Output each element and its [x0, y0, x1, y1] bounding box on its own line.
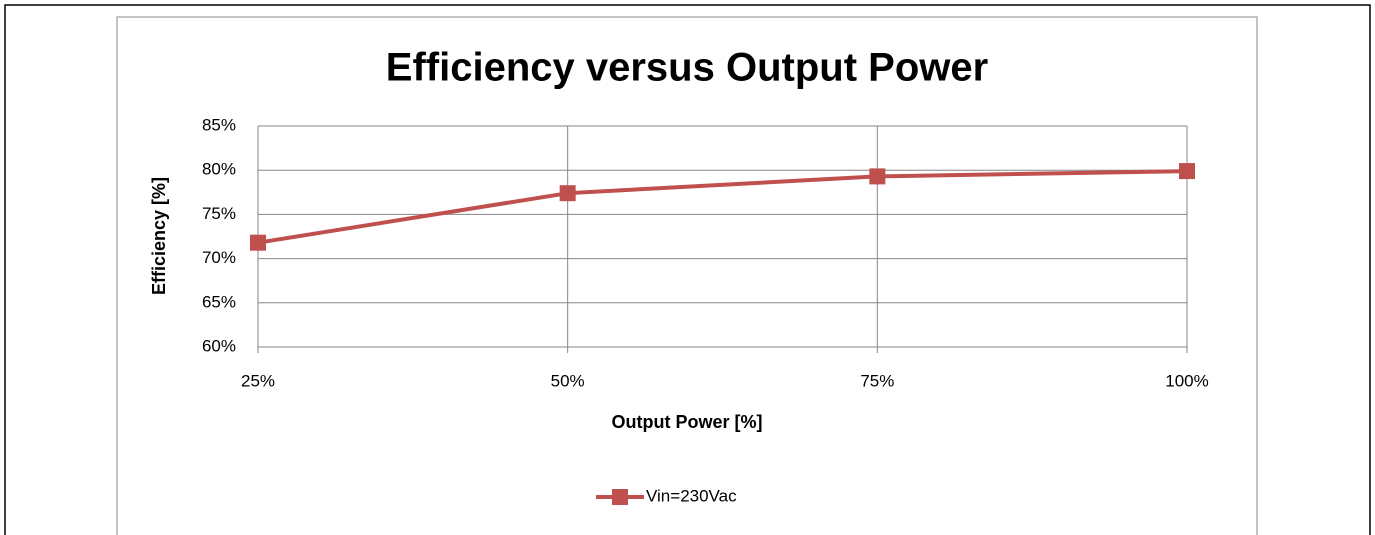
marker: [250, 234, 266, 251]
page-frame: [4, 4, 1371, 535]
x-tick-label: 25%: [241, 371, 275, 390]
marker: [1179, 163, 1195, 180]
y-tick-label: 80%: [202, 160, 236, 179]
chart-title: Efficiency versus Output Power: [386, 46, 988, 90]
legend-marker: [612, 489, 628, 505]
legend-label: Vin=230Vac: [646, 486, 737, 505]
x-tick-label: 100%: [1165, 371, 1208, 390]
y-tick-label: 60%: [202, 336, 236, 355]
y-tick-label: 75%: [202, 204, 236, 223]
x-tick-label: 50%: [551, 371, 585, 390]
y-tick-label: 85%: [202, 115, 236, 134]
y-tick-label: 65%: [202, 292, 236, 311]
marker: [869, 168, 886, 185]
x-tick-label: 75%: [860, 371, 894, 390]
series-line: [257, 169, 1188, 245]
y-axis-label: Efficiency [%]: [149, 177, 169, 295]
x-axis-label: Output Power [%]: [612, 412, 763, 432]
y-tick-label: 70%: [202, 248, 236, 267]
marker: [559, 185, 576, 202]
chart-border: [116, 16, 1258, 535]
